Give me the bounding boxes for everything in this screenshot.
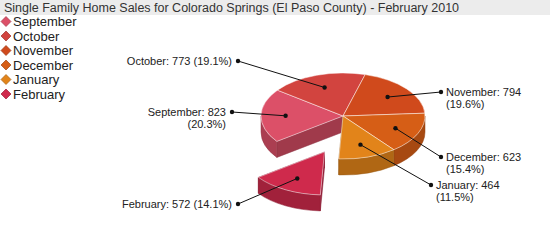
- leader-dot: [230, 110, 234, 114]
- legend: SeptemberOctoberNovemberDecemberJanuaryF…: [1, 14, 77, 102]
- leader-dot: [283, 114, 287, 118]
- slice: [258, 152, 324, 195]
- legend-label: December: [13, 58, 74, 73]
- chart: Single Family Home Sales for Colorado Sp…: [0, 0, 550, 250]
- leader-dot: [358, 142, 362, 146]
- data-label: December: 623(15.4%): [446, 151, 521, 175]
- leader-dot: [429, 183, 433, 187]
- legend-swatch: [1, 46, 11, 56]
- legend-label: September: [13, 14, 77, 29]
- leader-line: [232, 112, 286, 116]
- leader-dot: [236, 202, 240, 206]
- slice: [339, 116, 394, 159]
- leader-dot: [322, 85, 326, 89]
- legend-label: January: [13, 72, 60, 87]
- leader-dot: [385, 95, 389, 99]
- pie: [258, 73, 425, 211]
- slice: [343, 75, 425, 116]
- data-label: November: 794(19.6%): [446, 86, 521, 110]
- title: Single Family Home Sales for Colorado Sp…: [4, 1, 459, 15]
- data-label: September: 823(20.3%): [148, 106, 226, 130]
- legend-swatch: [1, 75, 11, 85]
- slice-group: [261, 73, 425, 175]
- leader-dot: [236, 59, 240, 63]
- leader-line: [238, 178, 297, 204]
- legend-swatch: [1, 17, 11, 27]
- leader-dot: [439, 90, 443, 94]
- data-label: February: 572 (14.1%): [122, 198, 232, 210]
- leader-line: [388, 92, 441, 97]
- leader-line: [395, 128, 441, 157]
- leader-dot: [393, 126, 397, 130]
- data-label: January: 464(11.5%): [436, 179, 500, 203]
- legend-label: October: [13, 29, 60, 44]
- legend-swatch: [1, 89, 11, 99]
- leader-line: [360, 145, 431, 185]
- data-label: October: 773 (19.1%): [127, 55, 232, 67]
- legend-swatch: [1, 31, 11, 41]
- leader-dot: [295, 176, 299, 180]
- leader-dot: [439, 155, 443, 159]
- legend-swatch: [1, 60, 11, 70]
- data-labels: September: 823(20.3%) October: 773 (19.1%…: [122, 55, 521, 210]
- legend-label: November: [13, 43, 74, 58]
- legend-label: February: [13, 87, 66, 102]
- leader-line: [238, 61, 325, 87]
- title-bar: [0, 0, 550, 15]
